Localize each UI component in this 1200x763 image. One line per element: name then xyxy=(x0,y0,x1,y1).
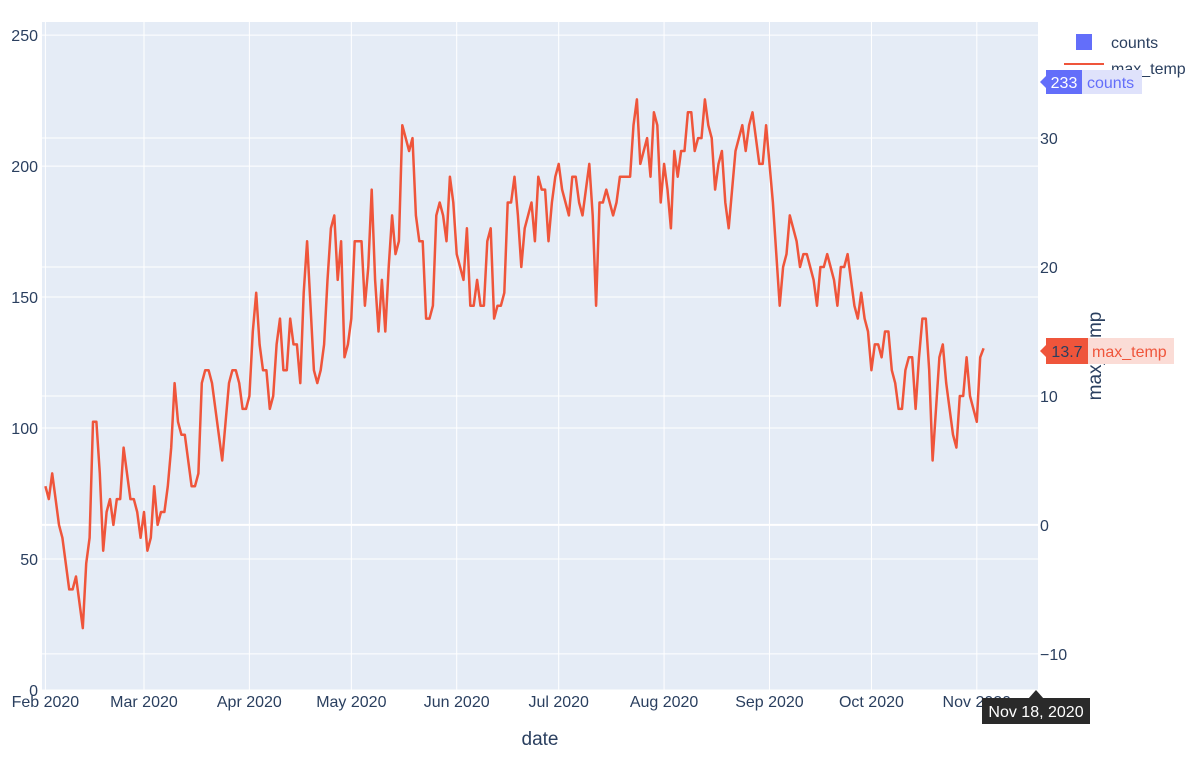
hover-label-max-temp: 13.7 max_temp xyxy=(1040,338,1174,364)
x-axis-title: date xyxy=(522,729,559,750)
plot-background xyxy=(42,22,1038,690)
x-tick-label: Apr 2020 xyxy=(217,694,282,711)
grid-lines xyxy=(42,22,1038,691)
hover-x-pointer xyxy=(1028,690,1044,699)
left-tick-label: 250 xyxy=(11,28,38,45)
hover-temp-name: max_temp xyxy=(1092,344,1167,361)
x-tick-label: Mar 2020 xyxy=(110,694,178,711)
right-tick-label: 10 xyxy=(1040,389,1058,406)
hover-x-box xyxy=(982,698,1090,724)
left-tick-label: 200 xyxy=(11,159,38,176)
x-tick-label: Jul 2020 xyxy=(528,694,589,711)
hover-counts-value-box xyxy=(1046,70,1082,94)
right-y-axis: −10 0 10 20 30 xyxy=(1040,131,1067,664)
hover-counts-name-box xyxy=(1082,70,1142,94)
right-tick-label: −10 xyxy=(1040,647,1067,664)
max-temp-polyline[interactable] xyxy=(44,98,985,630)
right-tick-label: 30 xyxy=(1040,131,1058,148)
x-axis: Feb 2020 Mar 2020 Apr 2020 May 2020 Jun 2020… xyxy=(12,694,1012,711)
hover-temp-value-box xyxy=(1046,338,1088,364)
hover-x-value: Nov 18, 2020 xyxy=(988,704,1083,721)
hover-temp-value: 13.7 xyxy=(1051,344,1082,361)
hover-counts-value: 233 xyxy=(1051,75,1078,92)
max-temp-line[interactable] xyxy=(44,98,985,630)
legend-counts-swatch[interactable] xyxy=(1076,34,1092,50)
hover-temp-name-box xyxy=(1088,338,1174,364)
x-tick-label: May 2020 xyxy=(316,694,386,711)
hover-counts-name: counts xyxy=(1087,75,1134,92)
left-y-axis: 0 50 100 150 200 250 xyxy=(11,28,38,700)
right-tick-label: 0 xyxy=(1040,518,1049,535)
left-tick-label: 150 xyxy=(11,290,38,307)
legend-counts-label[interactable]: counts xyxy=(1111,35,1158,52)
x-tick-label: Jun 2020 xyxy=(424,694,490,711)
left-tick-label: 0 xyxy=(29,683,38,700)
left-tick-label: 50 xyxy=(20,552,38,569)
x-tick-label: Oct 2020 xyxy=(839,694,904,711)
x-tick-label: Sep 2020 xyxy=(735,694,804,711)
left-tick-label: 100 xyxy=(11,421,38,438)
x-tick-label: Feb 2020 xyxy=(12,694,80,711)
hover-x-label: Nov 18, 2020 xyxy=(982,690,1090,724)
hover-label-counts: 233 counts xyxy=(1040,70,1142,94)
x-tick-label: Aug 2020 xyxy=(630,694,699,711)
right-tick-label: 20 xyxy=(1040,260,1058,277)
